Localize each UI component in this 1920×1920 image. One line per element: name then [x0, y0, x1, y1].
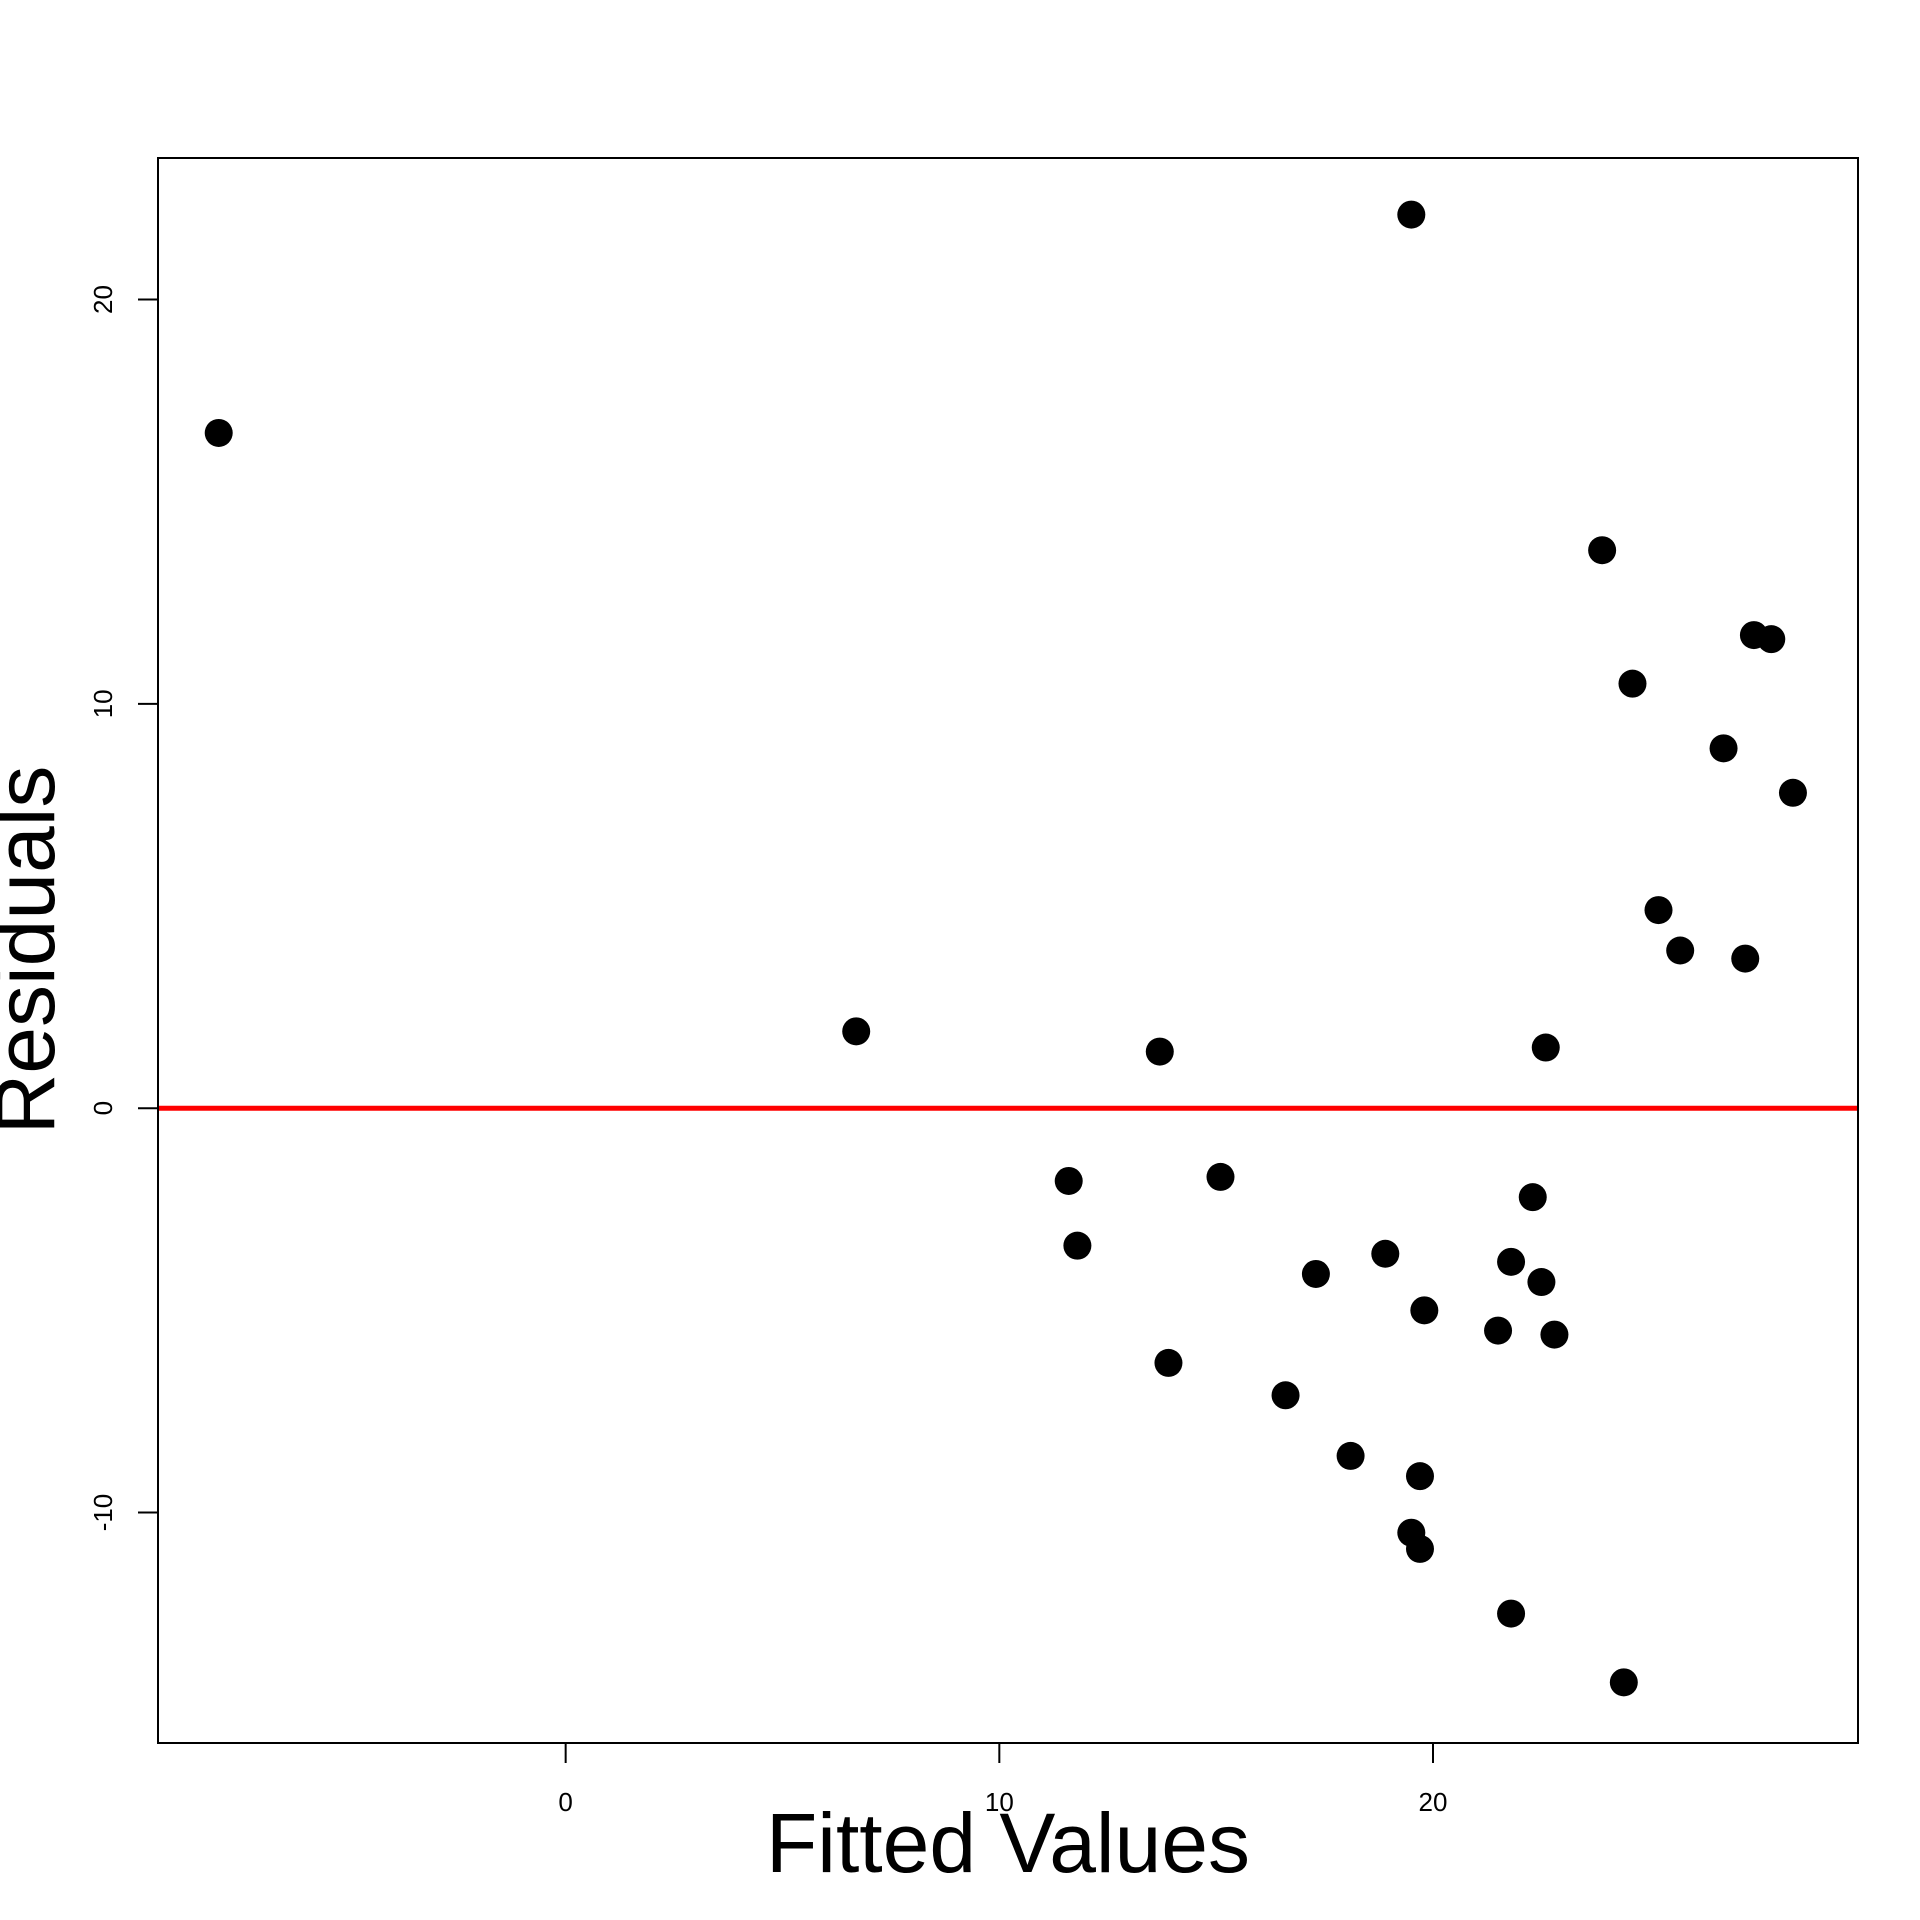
- data-point-30: [1731, 944, 1760, 973]
- y-tick-label: 20: [88, 285, 118, 314]
- data-point-26: [1618, 669, 1647, 698]
- data-point-8: [1271, 1381, 1300, 1410]
- data-point-3: [1054, 1166, 1083, 1195]
- data-point-29: [1709, 734, 1738, 763]
- data-point-18: [1497, 1247, 1526, 1276]
- data-point-32: [1757, 625, 1786, 654]
- data-point-28: [1666, 936, 1695, 965]
- data-point-12: [1397, 200, 1426, 229]
- x-axis: 0 10 20: [558, 1743, 1447, 1817]
- data-point-9: [1301, 1259, 1330, 1288]
- data-point-24: [1588, 536, 1617, 565]
- y-axis-title: Residuals: [0, 766, 72, 1135]
- data-point-25: [1609, 1668, 1638, 1697]
- data-point-23: [1540, 1320, 1569, 1349]
- data-point-11: [1371, 1239, 1400, 1268]
- data-point-21: [1527, 1268, 1556, 1297]
- x-tick-label: 10: [985, 1787, 1014, 1817]
- y-tick-label: 0: [88, 1101, 118, 1115]
- data-point-20: [1518, 1183, 1547, 1212]
- data-point-33: [1778, 778, 1807, 807]
- data-point-6: [1154, 1348, 1183, 1377]
- data-point-7: [1206, 1162, 1235, 1191]
- plot-frame: [157, 157, 1859, 1744]
- data-point-22: [1531, 1033, 1560, 1062]
- x-tick-label: 0: [558, 1787, 572, 1817]
- y-axis: -10 0 10 20: [88, 285, 158, 1531]
- data-point-1: [204, 418, 233, 447]
- data-point-27: [1644, 896, 1673, 925]
- data-point-14: [1405, 1534, 1434, 1563]
- x-tick-label: 20: [1419, 1787, 1448, 1817]
- data-point-19: [1497, 1599, 1526, 1628]
- data-point-4: [1063, 1231, 1092, 1260]
- y-tick-label: -10: [88, 1494, 118, 1532]
- points-layer: [204, 200, 1807, 1697]
- data-point-15: [1405, 1462, 1434, 1491]
- x-axis-title: Fitted Values: [766, 1796, 1250, 1890]
- data-point-10: [1336, 1441, 1365, 1470]
- data-point-16: [1410, 1296, 1439, 1325]
- y-tick-label: 10: [88, 689, 118, 718]
- data-point-17: [1484, 1316, 1513, 1345]
- data-point-5: [1145, 1037, 1174, 1066]
- data-point-2: [842, 1017, 871, 1046]
